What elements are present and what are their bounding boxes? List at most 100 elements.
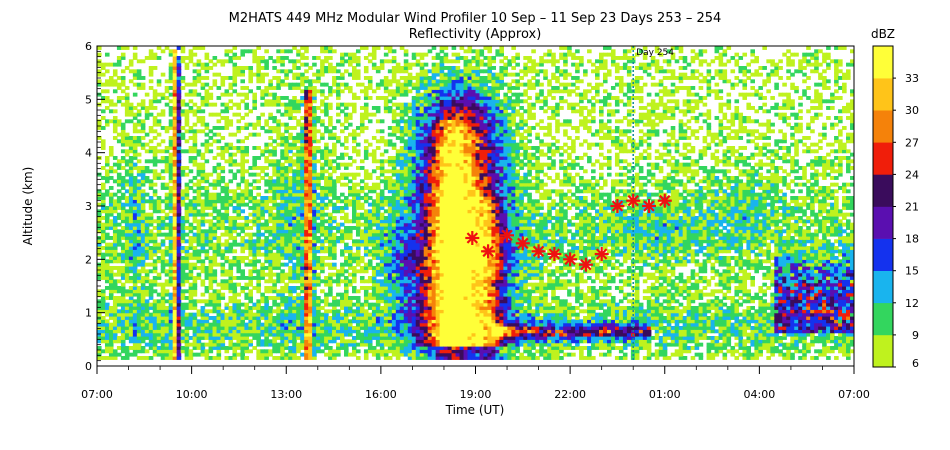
heatmap-cell (268, 206, 273, 210)
heatmap-cell (128, 319, 134, 324)
heatmap-cell (228, 246, 234, 250)
heatmap-cell (340, 109, 345, 114)
heatmap-cell (355, 222, 361, 227)
heatmap-cell (136, 349, 142, 354)
heatmap-cell (124, 316, 130, 320)
heatmap-cell (112, 329, 118, 334)
heatmap-cell (224, 326, 230, 330)
heatmap-cell (148, 182, 154, 187)
heatmap-cell (176, 319, 182, 324)
heatmap-cell (304, 339, 309, 344)
heatmap-cell (164, 159, 170, 164)
heatmap-cell (379, 349, 385, 354)
heatmap-cell (340, 326, 345, 330)
heatmap-cell (272, 296, 277, 300)
heatmap-cell (324, 322, 329, 327)
heatmap-cell (268, 339, 273, 344)
heatmap-cell (204, 179, 210, 184)
heatmap-cell (312, 322, 317, 327)
heatmap-cell (280, 276, 285, 280)
heatmap-cell (399, 216, 405, 220)
heatmap-cell (152, 219, 158, 224)
heatmap-cell (148, 249, 154, 254)
heatmap-cell (300, 206, 305, 210)
heatmap-cell (204, 76, 210, 80)
heatmap-cell (168, 176, 174, 180)
heatmap-cell (240, 166, 246, 170)
heatmap-cell (240, 249, 246, 254)
heatmap-cell (97, 299, 102, 304)
heatmap-cell (184, 306, 190, 310)
heatmap-cell (100, 66, 106, 70)
heatmap-cell (304, 149, 309, 154)
heatmap-cell (324, 319, 329, 324)
heatmap-cell (304, 306, 309, 310)
heatmap-cell (132, 166, 138, 170)
heatmap-cell (152, 242, 158, 247)
heatmap-cell (132, 246, 138, 250)
heatmap-cell (224, 209, 230, 214)
heatmap-cell (292, 99, 297, 104)
heatmap-cell (284, 176, 289, 180)
heatmap-cell (136, 252, 142, 257)
heatmap-cell (348, 186, 353, 190)
heatmap-cell (180, 316, 186, 320)
heatmap-cell (244, 136, 249, 140)
heatmap-cell (204, 302, 210, 307)
heatmap-cell (292, 336, 297, 340)
heatmap-cell (399, 109, 405, 114)
heatmap-cell (268, 306, 273, 310)
heatmap-cell (383, 296, 389, 300)
heatmap-cell (367, 232, 373, 237)
heatmap-cell (324, 262, 329, 267)
heatmap-cell (344, 226, 349, 230)
heatmap-cell (391, 209, 397, 214)
heatmap-cell (176, 149, 182, 154)
heatmap-cell (152, 226, 158, 230)
heatmap-cell (168, 186, 174, 190)
heatmap-cell (248, 282, 253, 287)
heatmap-cell (104, 236, 110, 240)
heatmap-cell (280, 156, 285, 160)
heatmap-cell (220, 92, 226, 97)
heatmap-cell (300, 96, 305, 100)
heatmap-cell (399, 172, 405, 177)
heatmap-cell (136, 329, 142, 334)
heatmap-cell (371, 136, 377, 140)
heatmap-cell (256, 279, 261, 284)
heatmap-cell (375, 96, 381, 100)
heatmap-cell (168, 356, 174, 360)
heatmap-cell (160, 219, 166, 224)
heatmap-cell (132, 156, 138, 160)
heatmap-cell (276, 109, 281, 114)
heatmap-cell (391, 219, 397, 224)
heatmap-cell (104, 249, 110, 254)
heatmap-cell (403, 219, 409, 224)
heatmap-cell (128, 352, 134, 357)
heatmap-cell (284, 142, 289, 147)
heatmap-cell (160, 222, 166, 227)
heatmap-cell (128, 139, 134, 144)
heatmap-cell (176, 202, 182, 207)
heatmap-cell (212, 79, 218, 84)
heatmap-cell (296, 192, 301, 197)
heatmap-cell (375, 69, 381, 74)
heatmap-cell (252, 222, 257, 227)
heatmap-cell (180, 136, 186, 140)
heatmap-cell (176, 122, 182, 127)
heatmap-cell (252, 199, 257, 204)
heatmap-cell (180, 269, 186, 274)
heatmap-cell (264, 49, 269, 54)
heatmap-cell (196, 46, 202, 50)
heatmap-cell (104, 189, 110, 194)
heatmap-cell (300, 219, 305, 224)
heatmap-cell (391, 199, 397, 204)
heatmap-cell (244, 102, 249, 107)
heatmap-cell (192, 292, 198, 297)
heatmap-cell (359, 116, 365, 120)
heatmap-cell (252, 166, 257, 170)
heatmap-cell (296, 312, 301, 317)
heatmap-cell (260, 296, 265, 300)
heatmap-cell (292, 239, 297, 244)
heatmap-cell (248, 79, 253, 84)
